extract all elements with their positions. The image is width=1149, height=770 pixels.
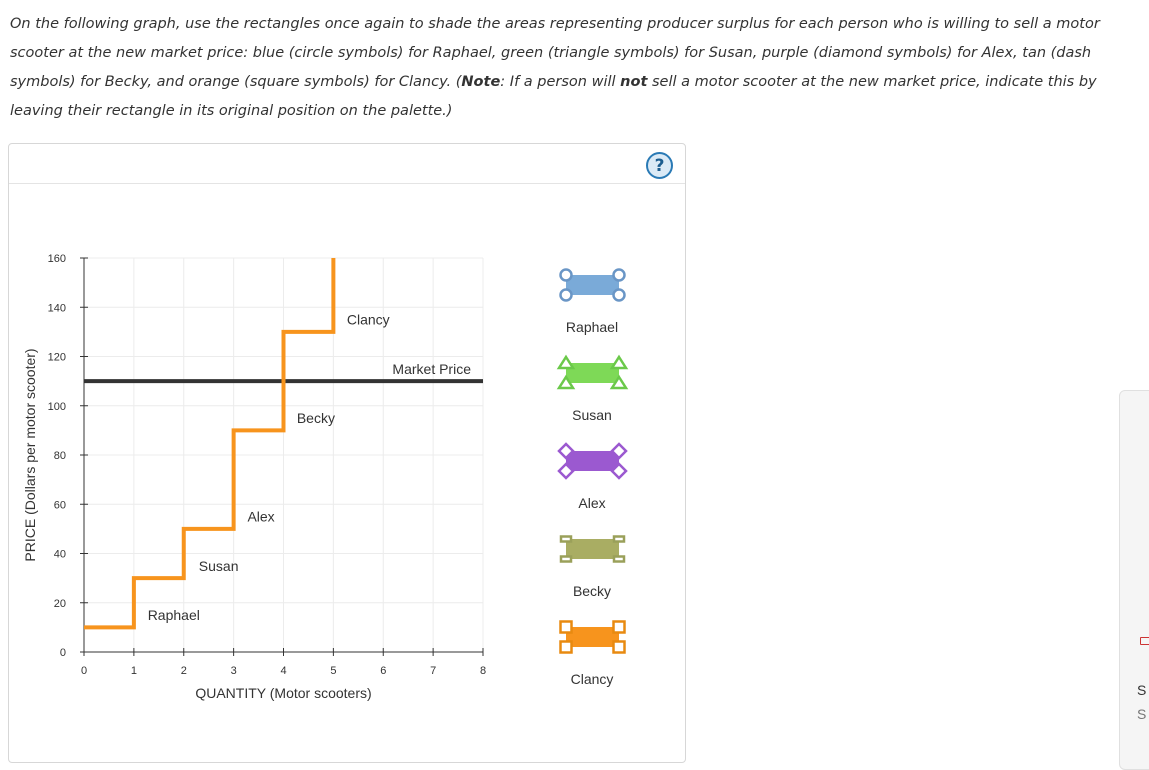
x-tick-label: 2	[181, 665, 187, 677]
instructions-text: sell a motor scooter at the new market p…	[647, 74, 1097, 90]
instructions-text: : If a person will	[500, 74, 621, 90]
x-tick-label: 0	[81, 665, 87, 677]
palette-rect-fill[interactable]	[566, 627, 619, 647]
palette-label-raphael: Raphael	[565, 319, 619, 335]
y-tick-label: 40	[54, 549, 66, 561]
side-text-2: S	[1137, 706, 1147, 722]
palette-label-susan: Susan	[572, 407, 612, 423]
grid	[83, 257, 484, 653]
dash-handle-icon[interactable]	[559, 555, 573, 563]
y-tick-label: 0	[60, 647, 66, 659]
not-emphasis: not	[620, 74, 648, 90]
step-label: Alex	[247, 509, 274, 525]
supply-curve-line	[84, 258, 336, 630]
y-axis-label: PRICE (Dollars per motor scooter)	[22, 348, 38, 561]
palette-rect-clancy[interactable]	[559, 620, 626, 654]
instructions-text: symbols) for Becky, and orange (square s…	[10, 74, 462, 90]
circle-handle-icon[interactable]	[612, 268, 626, 282]
dash-handle-icon[interactable]	[612, 555, 626, 563]
y-tick-label: 20	[54, 598, 66, 610]
square-handle-icon[interactable]	[559, 640, 573, 654]
market-price-label: Market Price	[392, 361, 471, 377]
x-tick-label: 4	[280, 665, 286, 677]
x-tick-label: 1	[131, 665, 137, 677]
palette-rect-fill[interactable]	[566, 363, 619, 383]
step-labels: Raphael Susan Alex Becky Clancy	[148, 312, 390, 624]
instructions-line-4: leaving their rectangle in its original …	[10, 103, 453, 119]
step-label: Clancy	[347, 312, 390, 328]
diamond-handle-icon[interactable]	[610, 462, 628, 480]
y-tick-label: 100	[48, 401, 66, 413]
palette-rect-raphael[interactable]	[559, 268, 626, 302]
instructions-line-2: scooter at the new market price: blue (c…	[10, 45, 1092, 61]
square-handle-icon[interactable]	[612, 640, 626, 654]
square-handle-icon[interactable]	[612, 620, 626, 634]
x-tick-label: 6	[380, 665, 386, 677]
instructions: On the following graph, use the rectangl…	[10, 10, 1149, 126]
y-tick-label: 140	[48, 302, 66, 314]
circle-handle-icon[interactable]	[612, 288, 626, 302]
step-label: Raphael	[148, 607, 200, 623]
triangle-handle-icon[interactable]	[609, 374, 629, 390]
triangle-handle-icon[interactable]	[556, 374, 576, 390]
x-tick-label: 3	[231, 665, 237, 677]
x-tick-label: 5	[330, 665, 336, 677]
y-tick-label: 60	[54, 499, 66, 511]
instructions-line-3: symbols) for Becky, and orange (square s…	[10, 68, 1149, 97]
palette-label-becky: Becky	[572, 583, 612, 599]
dash-handle-icon[interactable]	[612, 535, 626, 543]
palette-rect-susan[interactable]	[556, 354, 629, 390]
triangle-handle-icon[interactable]	[609, 354, 629, 370]
palette-label-clancy: Clancy	[570, 671, 614, 687]
circle-handle-icon[interactable]	[559, 268, 573, 282]
square-handle-icon[interactable]	[559, 620, 573, 634]
x-tick-label: 8	[480, 665, 486, 677]
step-label: Becky	[297, 410, 335, 426]
palette-rect-becky[interactable]	[559, 535, 626, 563]
circle-handle-icon[interactable]	[559, 288, 573, 302]
palette-rect-fill[interactable]	[566, 539, 619, 559]
panel-header	[9, 144, 685, 184]
instructions-line-1: On the following graph, use the rectangl…	[10, 16, 1100, 32]
palette-rect-fill[interactable]	[566, 275, 619, 295]
note-label: Note	[461, 74, 501, 90]
triangle-handle-icon[interactable]	[556, 354, 576, 370]
palette-rect-alex[interactable]	[557, 442, 628, 480]
graph-panel: ? 0 1 2 3 4 5 6 7 8 0 20 40 60 80 100 120 140 160 Market …	[8, 143, 686, 763]
step-label: Susan	[199, 558, 239, 574]
palette-label-alex: Alex	[578, 495, 606, 511]
y-tick-label: 160	[48, 253, 66, 265]
diamond-handle-icon[interactable]	[557, 442, 575, 460]
side-text-1: S	[1137, 682, 1147, 698]
y-tick-label: 120	[48, 352, 66, 364]
dash-handle-icon[interactable]	[559, 535, 573, 543]
rectangle-palette	[556, 268, 629, 654]
help-icon[interactable]: ?	[646, 152, 673, 179]
diamond-handle-icon[interactable]	[610, 442, 628, 460]
palette-rect-fill[interactable]	[566, 451, 619, 471]
supply-curve	[84, 258, 336, 630]
x-axis-label: QUANTITY (Motor scooters)	[195, 685, 371, 701]
y-tick-label: 80	[54, 450, 66, 462]
x-tick-label: 7	[430, 665, 436, 677]
diamond-handle-icon[interactable]	[557, 462, 575, 480]
grid-icon[interactable]	[1140, 637, 1149, 645]
